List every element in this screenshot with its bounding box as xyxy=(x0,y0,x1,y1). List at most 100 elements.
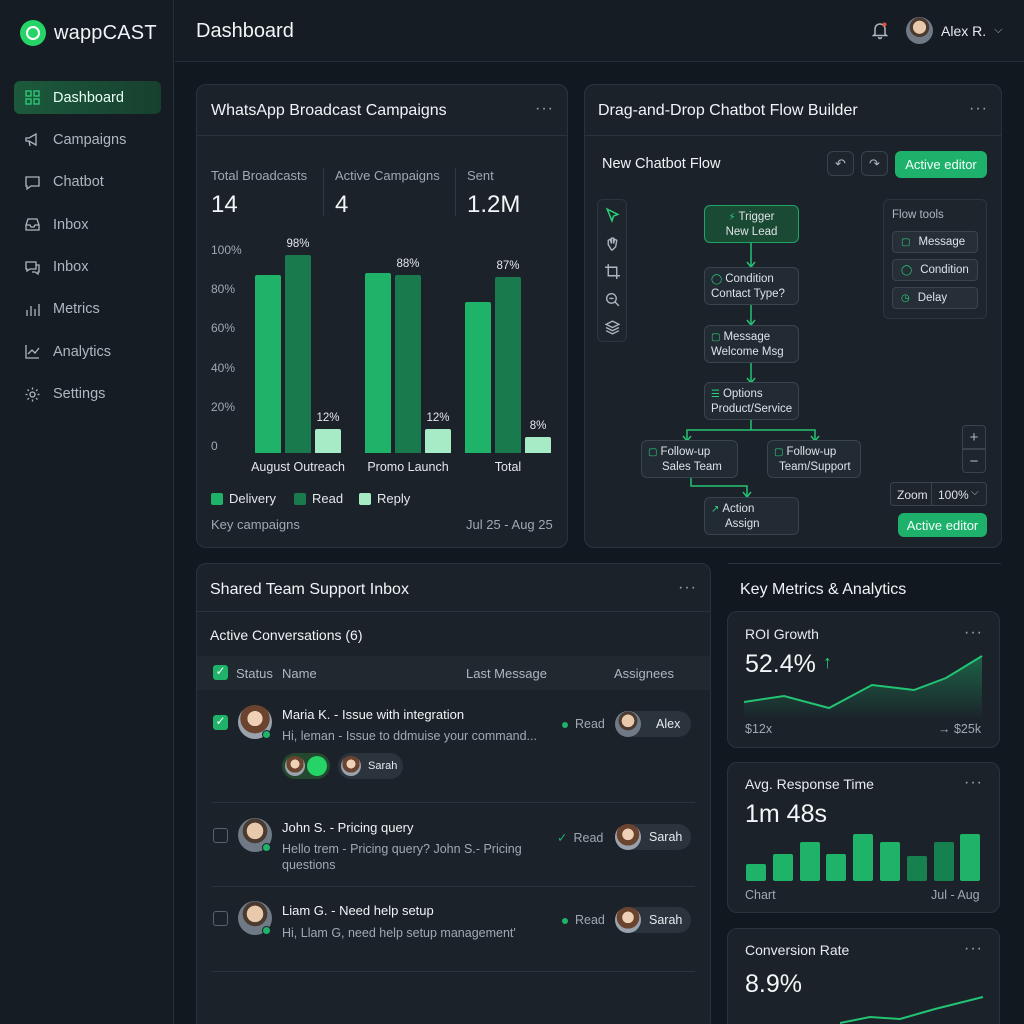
layers-icon[interactable] xyxy=(604,319,621,336)
notification-bell-icon[interactable] xyxy=(870,20,890,40)
zoom-in-icon[interactable]: + xyxy=(962,425,986,449)
sidebar-item-metrics[interactable]: Metrics xyxy=(14,293,161,326)
bar-chart-icon xyxy=(24,301,41,318)
response-bar xyxy=(933,842,954,881)
assignee-pill[interactable]: Alex xyxy=(615,711,691,737)
bar-reply[interactable] xyxy=(525,436,551,453)
redo-icon[interactable]: ↷ xyxy=(861,151,888,176)
conversion-more-icon[interactable]: ··· xyxy=(964,940,983,957)
bar-value-label: 98% xyxy=(286,238,310,251)
y-tick-label: 40% xyxy=(211,360,236,375)
page-title: Dashboard xyxy=(196,20,294,42)
row-checkbox[interactable] xyxy=(213,828,228,843)
sidebar-item-inbox[interactable]: Inbox xyxy=(14,208,161,241)
bar-reply[interactable] xyxy=(315,428,341,453)
conversation-title[interactable]: John S. - Pricing query xyxy=(282,820,414,835)
stat-value: 1.2M xyxy=(467,191,521,218)
column-header[interactable]: Status xyxy=(236,666,273,681)
tag-avatar xyxy=(341,756,361,776)
whatsapp-logo-icon xyxy=(20,20,46,46)
flow-tools-title: Flow tools xyxy=(892,209,944,221)
response-bar xyxy=(880,842,900,881)
flow-name: New Chatbot Flow xyxy=(602,156,721,172)
conversation-title[interactable]: Liam G. - Need help setup xyxy=(282,903,434,918)
bar-reply[interactable] xyxy=(425,428,451,453)
node-label: Contact Type? xyxy=(711,288,785,300)
sidebar-item-dashboard[interactable]: Dashboard xyxy=(14,81,161,114)
sidebar-item-label: Analytics xyxy=(53,343,112,360)
conversation-title[interactable]: Maria K. - Issue with integration xyxy=(282,707,465,722)
user-menu[interactable]: Alex R. ⌵ xyxy=(906,17,1002,44)
conversion-rate-card[interactable] xyxy=(727,928,1000,1024)
row-checkbox[interactable] xyxy=(213,911,228,926)
flow-node-options[interactable]: ☰ Options Product/Service xyxy=(704,382,799,420)
zoom-out-icon[interactable]: − xyxy=(962,449,986,473)
inbox-more-icon[interactable]: ··· xyxy=(678,579,697,596)
flow-node-action[interactable]: ↗ Action Assign xyxy=(704,497,799,535)
divider xyxy=(212,886,695,887)
response-bar xyxy=(772,853,793,881)
active-editor-button[interactable]: Active editor xyxy=(895,151,987,178)
sidebar-item-chatbot[interactable]: Chatbot xyxy=(14,166,161,199)
user-name: Alex R. xyxy=(941,22,987,39)
select-all-checkbox[interactable] xyxy=(213,664,228,680)
tool-condition[interactable]: ◯ Condition xyxy=(892,259,978,281)
flow-node-trigger[interactable]: ⚡ Trigger New Lead xyxy=(704,205,799,243)
stat-label: Sent xyxy=(467,168,494,183)
trend-up-icon: ↑ xyxy=(823,652,832,672)
broadcast-title: WhatsApp Broadcast Campaigns xyxy=(211,102,447,119)
pointer-icon[interactable] xyxy=(604,207,621,224)
row-checkbox[interactable] xyxy=(213,714,228,730)
column-header[interactable]: Last Message xyxy=(466,666,547,681)
chevron-down-icon: ⌵ xyxy=(971,487,979,498)
sidebar-item-settings[interactable]: Settings xyxy=(14,378,161,411)
broadcast-more-icon[interactable]: ··· xyxy=(535,100,554,117)
bar-delivery[interactable] xyxy=(365,273,391,453)
sidebar-item-campaigns[interactable]: Campaigns xyxy=(14,123,161,156)
crop-icon[interactable] xyxy=(604,263,621,280)
assignee-name: Sarah xyxy=(649,830,683,844)
tool-delay[interactable]: ◷ Delay xyxy=(892,287,978,309)
assignee-name: Sarah xyxy=(649,913,683,927)
node-label: Welcome Msg xyxy=(711,346,784,358)
zoom-icon[interactable] xyxy=(604,291,621,308)
assignee-pill[interactable]: Sarah xyxy=(615,824,691,850)
zoom-control[interactable]: Zoom 100% ⌵ xyxy=(890,482,987,506)
column-header[interactable]: Assignees xyxy=(614,666,674,681)
node-type: ↗ Action xyxy=(711,503,755,515)
channel-badges[interactable] xyxy=(282,753,330,779)
sidebar-item-inbox[interactable]: Inbox xyxy=(14,251,161,284)
response-more-icon[interactable]: ··· xyxy=(964,774,983,791)
flow-node-followup-support[interactable]: ▢ Follow-up Team/Support xyxy=(767,440,861,478)
active-editor-button-bottom[interactable]: Active editor xyxy=(898,513,987,537)
stat-label: Active Campaigns xyxy=(335,168,440,183)
bar-read[interactable] xyxy=(285,255,311,453)
bar-delivery[interactable] xyxy=(255,275,281,453)
legend-label: Read xyxy=(312,491,344,506)
bar-delivery[interactable] xyxy=(465,301,491,453)
roi-more-icon[interactable]: ··· xyxy=(964,624,983,641)
flow-node-condition[interactable]: ◯ Condition Contact Type? xyxy=(704,267,799,305)
chat-icon: ▢ xyxy=(774,447,784,458)
stat-value: 14 xyxy=(211,191,238,218)
assignee-pill[interactable]: Sarah xyxy=(615,907,691,933)
undo-icon[interactable]: ↶ xyxy=(827,151,854,176)
node-type: ☰ Options xyxy=(711,388,763,400)
column-header[interactable]: Name xyxy=(282,666,317,681)
flow-node-followup-sales[interactable]: ▢ Follow-up Sales Team xyxy=(641,440,738,478)
bar-read[interactable] xyxy=(395,275,421,453)
divider xyxy=(931,483,932,505)
flow-tools-panel: Flow tools ▢ Message ◯ Condition ◷ Delay xyxy=(883,199,987,319)
hand-icon[interactable] xyxy=(604,235,621,252)
flow-more-icon[interactable]: ··· xyxy=(969,100,988,117)
flow-node-message[interactable]: ▢ Message Welcome Msg xyxy=(704,325,799,363)
bar-read[interactable] xyxy=(495,277,521,453)
tag-pill[interactable]: Sarah xyxy=(338,753,403,779)
x-category-label: August Outreach xyxy=(251,460,345,474)
sidebar-item-analytics[interactable]: Analytics xyxy=(14,335,161,368)
tool-message[interactable]: ▢ Message xyxy=(892,231,978,253)
brand[interactable]: wappCAST xyxy=(20,20,157,46)
legend-label: Reply xyxy=(377,491,411,506)
top-header: Dashboard Alex R. ⌵ xyxy=(175,0,1024,62)
assignee-avatar xyxy=(615,711,641,737)
